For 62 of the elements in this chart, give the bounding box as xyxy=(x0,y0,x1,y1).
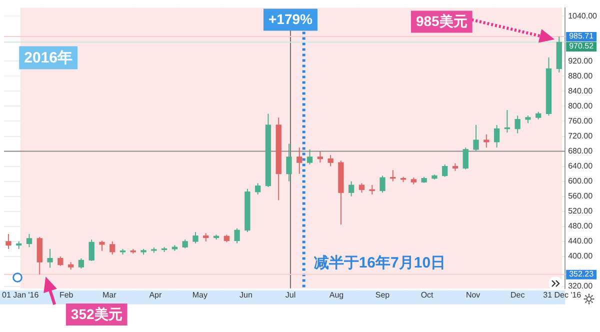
x-tick-label: Feb xyxy=(59,290,74,300)
ref-line-label: +179% xyxy=(268,11,314,28)
ref-line-label: 减半于16年7月10日 xyxy=(314,254,446,272)
candlestick xyxy=(78,258,84,269)
candlestick xyxy=(254,182,261,195)
ref-line-label: 985.71 xyxy=(569,32,594,41)
annotation: 985美元 xyxy=(416,13,468,30)
candlestick xyxy=(442,164,448,178)
ref-line-label: 970.52 xyxy=(569,42,594,51)
y-tick-label: 680.00 xyxy=(568,146,594,156)
x-tick-label: Jul xyxy=(285,290,296,300)
candlestick xyxy=(514,115,520,134)
x-tick-label: Oct xyxy=(420,290,434,300)
candlestick xyxy=(234,228,240,244)
candlestick xyxy=(192,232,198,244)
x-tick-label: May xyxy=(192,290,208,300)
y-tick-label: 640.00 xyxy=(568,162,594,171)
y-tick-label: 400.00 xyxy=(568,252,594,261)
x-tick-label: Aug xyxy=(329,290,344,300)
annotation: 352美元 xyxy=(70,306,122,322)
y-tick-label: 840.00 xyxy=(568,86,594,96)
candlestick xyxy=(380,175,386,194)
candlestick xyxy=(348,180,354,197)
candlestick xyxy=(358,182,365,194)
candlestick xyxy=(494,124,500,148)
y-tick-label: 560.00 xyxy=(568,192,594,201)
candlestick xyxy=(296,147,302,174)
candlestick xyxy=(88,239,94,262)
x-tick-label: Jun xyxy=(240,290,252,300)
candlestick xyxy=(286,143,292,182)
x-tick-label: Mar xyxy=(102,290,117,300)
candlestick xyxy=(26,233,32,248)
candlestick xyxy=(484,134,490,148)
x-tick-label: 01 Jan '16 xyxy=(2,290,40,300)
y-tick-label: 600.00 xyxy=(568,176,594,186)
y-tick-label: 320.00 xyxy=(568,282,594,291)
candlestick xyxy=(99,240,105,252)
x-tick-label: Dec xyxy=(510,290,525,300)
candlestick xyxy=(6,233,12,250)
candlestick xyxy=(58,256,64,266)
candlestick xyxy=(473,124,479,152)
y-tick-label: 760.00 xyxy=(568,116,594,126)
candlestick xyxy=(110,240,116,256)
y-tick-label: 880.00 xyxy=(568,71,594,80)
candlestick xyxy=(462,147,468,170)
x-tick-label: Nov xyxy=(466,290,480,300)
y-tick-label: 440.00 xyxy=(568,236,594,246)
candlestick xyxy=(328,154,334,167)
y-tick-label: 520.00 xyxy=(568,206,594,216)
ref-line-label: 352.23 xyxy=(569,270,594,279)
candlestick xyxy=(47,248,53,268)
x-tick-label: Sep xyxy=(375,290,390,300)
x-tick-label: Apr xyxy=(149,290,162,300)
y-tick-label: 800.00 xyxy=(568,101,594,110)
band-label: 2016年 xyxy=(24,49,73,66)
y-tick-label: 920.00 xyxy=(568,56,594,66)
y-tick-label: 720.00 xyxy=(568,131,594,140)
y-tick-label: 1040.00 xyxy=(568,11,598,20)
y-tick-label: 480.00 xyxy=(568,222,594,231)
candlestick xyxy=(306,148,313,165)
x-tick-label: 31 Dec '16 xyxy=(543,290,582,300)
candlestick xyxy=(317,150,323,164)
